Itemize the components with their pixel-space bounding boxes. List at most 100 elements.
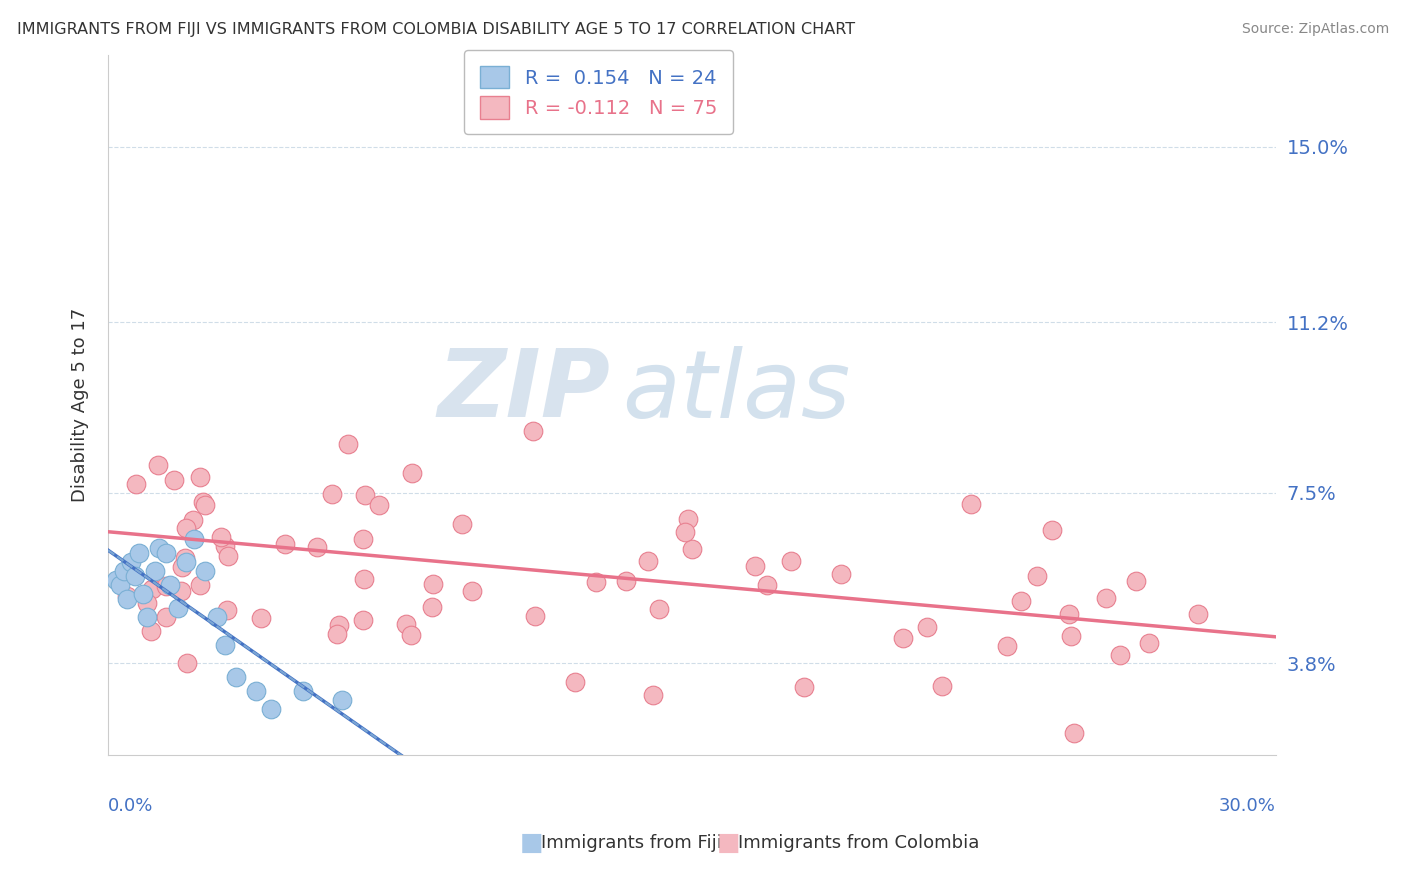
- Text: ■: ■: [717, 831, 741, 855]
- Point: [188, 577, 211, 591]
- Point: [141, 624, 163, 639]
- Point: [1060, 629, 1083, 643]
- Point: [793, 680, 815, 694]
- Text: IMMIGRANTS FROM FIJI VS IMMIGRANTS FROM COLOMBIA DISABILITY AGE 5 TO 17 CORRELAT: IMMIGRANTS FROM FIJI VS IMMIGRANTS FROM …: [17, 22, 855, 37]
- Point: [174, 520, 197, 534]
- Point: [354, 488, 377, 502]
- Point: [104, 573, 127, 587]
- Point: [353, 572, 375, 586]
- Point: [124, 568, 146, 582]
- Text: Source: ZipAtlas.com: Source: ZipAtlas.com: [1241, 22, 1389, 37]
- Point: [112, 564, 135, 578]
- Point: [1109, 648, 1132, 663]
- Point: [245, 683, 267, 698]
- Point: [181, 513, 204, 527]
- Point: [585, 574, 607, 589]
- Point: [209, 530, 232, 544]
- Point: [893, 631, 915, 645]
- Point: [305, 541, 328, 555]
- Point: [108, 578, 131, 592]
- Point: [176, 656, 198, 670]
- Point: [214, 638, 236, 652]
- Point: [643, 688, 665, 702]
- Point: [1025, 569, 1047, 583]
- Point: [155, 578, 177, 592]
- Point: [167, 600, 190, 615]
- Point: [330, 693, 353, 707]
- Point: [328, 618, 350, 632]
- Point: [1095, 591, 1118, 605]
- Point: [188, 470, 211, 484]
- Point: [170, 560, 193, 574]
- Point: [395, 617, 418, 632]
- Point: [960, 497, 983, 511]
- Point: [159, 578, 181, 592]
- Text: Immigrants from Fiji: Immigrants from Fiji: [541, 834, 723, 852]
- Text: ■: ■: [520, 831, 544, 855]
- Point: [205, 610, 228, 624]
- Point: [995, 639, 1018, 653]
- Point: [215, 602, 238, 616]
- Point: [321, 487, 343, 501]
- Point: [117, 591, 139, 606]
- Point: [250, 611, 273, 625]
- Point: [681, 542, 703, 557]
- Point: [135, 610, 157, 624]
- Point: [155, 610, 177, 624]
- Point: [120, 555, 142, 569]
- Point: [422, 599, 444, 614]
- Y-axis label: Disability Age 5 to 17: Disability Age 5 to 17: [72, 308, 89, 502]
- Point: [1057, 607, 1080, 621]
- Point: [673, 524, 696, 539]
- Point: [170, 583, 193, 598]
- Point: [780, 554, 803, 568]
- Point: [451, 517, 474, 532]
- Point: [1063, 726, 1085, 740]
- Point: [128, 545, 150, 559]
- Text: Immigrants from Colombia: Immigrants from Colombia: [738, 834, 980, 852]
- Point: [523, 608, 546, 623]
- Point: [1137, 636, 1160, 650]
- Text: atlas: atlas: [621, 345, 851, 436]
- Point: [461, 583, 484, 598]
- Point: [352, 533, 374, 547]
- Point: [648, 602, 671, 616]
- Point: [915, 620, 938, 634]
- Point: [214, 539, 236, 553]
- Point: [830, 566, 852, 581]
- Point: [352, 614, 374, 628]
- Point: [1040, 523, 1063, 537]
- Point: [174, 551, 197, 566]
- Point: [1010, 594, 1032, 608]
- Point: [291, 683, 314, 698]
- Point: [1187, 607, 1209, 621]
- Point: [564, 674, 586, 689]
- Point: [260, 702, 283, 716]
- Point: [931, 679, 953, 693]
- Point: [124, 476, 146, 491]
- Point: [637, 554, 659, 568]
- Point: [401, 466, 423, 480]
- Point: [217, 549, 239, 563]
- Point: [148, 541, 170, 555]
- Legend: R =  0.154   N = 24, R = -0.112   N = 75: R = 0.154 N = 24, R = -0.112 N = 75: [464, 51, 733, 134]
- Point: [616, 574, 638, 588]
- Point: [368, 498, 391, 512]
- Point: [676, 512, 699, 526]
- Point: [399, 627, 422, 641]
- Point: [274, 537, 297, 551]
- Point: [183, 532, 205, 546]
- Point: [194, 498, 217, 512]
- Point: [1125, 574, 1147, 589]
- Point: [422, 576, 444, 591]
- Point: [143, 564, 166, 578]
- Point: [132, 587, 155, 601]
- Point: [163, 473, 186, 487]
- Point: [135, 596, 157, 610]
- Text: 30.0%: 30.0%: [1219, 797, 1275, 815]
- Point: [174, 555, 197, 569]
- Point: [522, 424, 544, 438]
- Point: [225, 670, 247, 684]
- Point: [325, 626, 347, 640]
- Point: [141, 582, 163, 596]
